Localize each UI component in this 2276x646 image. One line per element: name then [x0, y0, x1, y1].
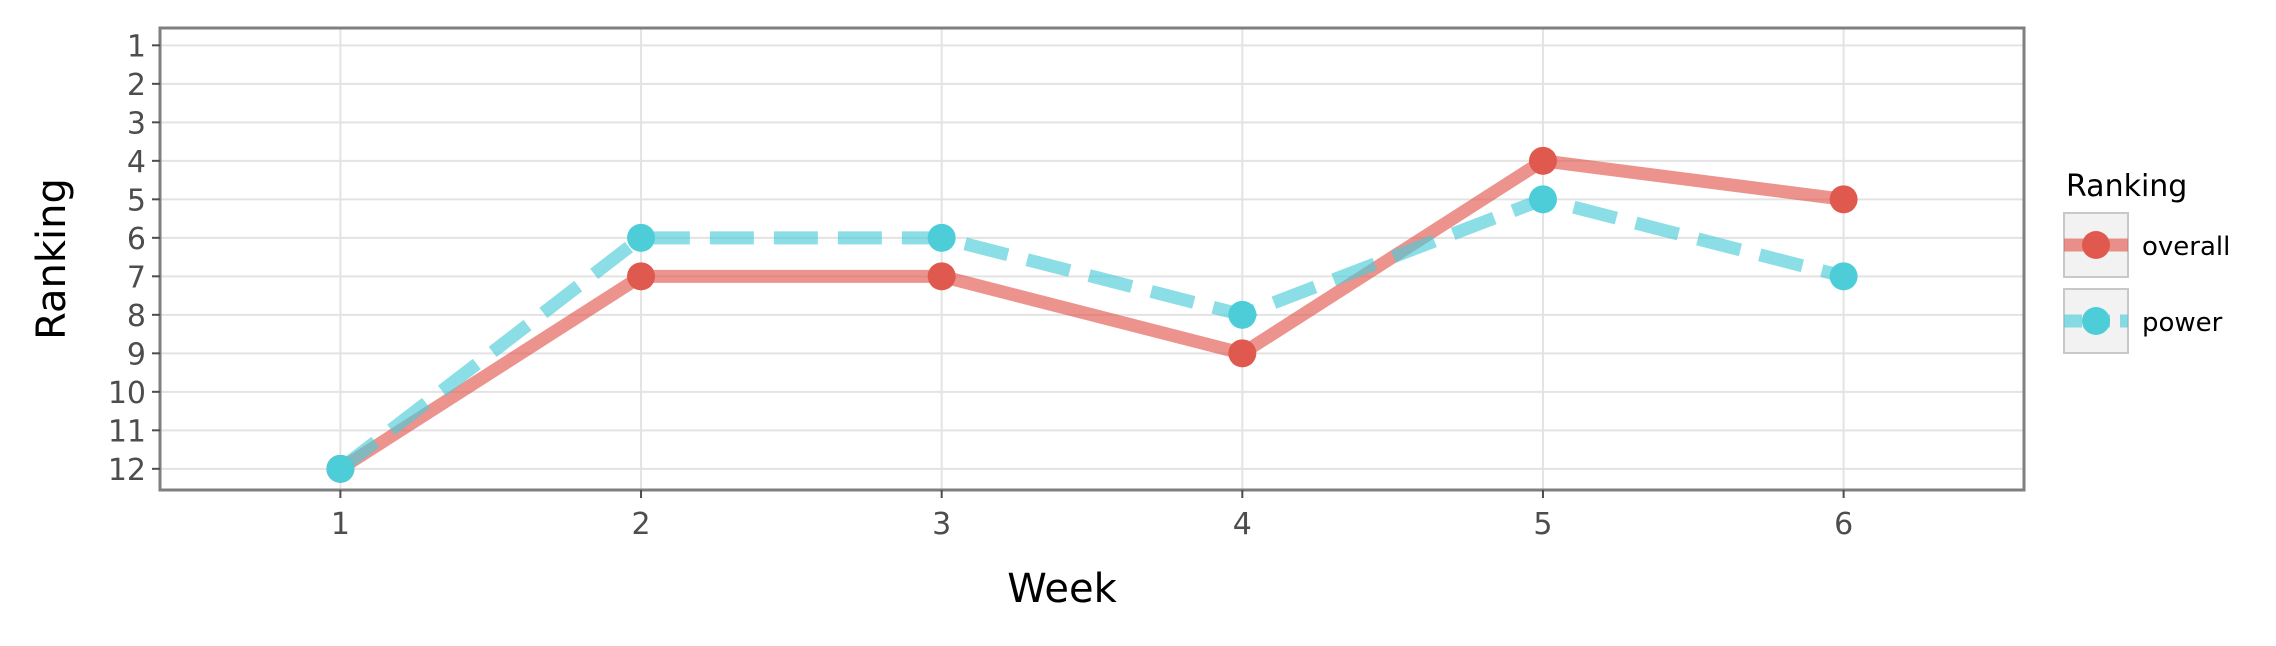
series-layer — [326, 146, 1858, 483]
legend: Ranking overall power — [2063, 169, 2230, 354]
y-tick-label: 1 — [127, 29, 146, 64]
data-point-overall — [1228, 339, 1257, 368]
y-tick-label: 3 — [127, 106, 146, 141]
legend-key-marker — [2082, 307, 2110, 335]
x-axis-title: Week — [1007, 566, 1117, 612]
legend-entries: overall power — [2063, 212, 2230, 354]
plot-panel-border — [158, 26, 2026, 492]
y-tick-label: 12 — [108, 453, 146, 488]
grid — [160, 28, 2024, 490]
series-line-overall — [336, 154, 1845, 475]
legend-title: Ranking — [2066, 169, 2187, 204]
x-tick-label: 1 — [331, 507, 350, 542]
legend-item-overall: overall — [2063, 212, 2230, 278]
x-axis-ticks: 1 2 3 4 5 6 — [331, 490, 1853, 542]
legend-item-power: power — [2063, 288, 2223, 354]
data-point-overall — [1829, 185, 1858, 214]
y-tick-label: 6 — [127, 222, 146, 257]
y-tick-label: 5 — [127, 183, 146, 218]
x-tick-label: 6 — [1834, 507, 1853, 542]
data-point-power — [1228, 300, 1257, 329]
y-tick-label: 7 — [127, 260, 146, 295]
x-tick-label: 2 — [631, 507, 650, 542]
x-tick-label: 4 — [1233, 507, 1252, 542]
x-tick-label: 5 — [1533, 507, 1552, 542]
series-line-power — [336, 192, 1846, 474]
data-point-overall — [1528, 146, 1557, 175]
data-point-power — [627, 223, 656, 252]
y-tick-label: 2 — [127, 68, 146, 103]
y-tick-label: 4 — [127, 145, 146, 180]
data-point-power — [1528, 185, 1557, 214]
y-axis-title: Ranking — [29, 178, 75, 340]
data-point-overall — [627, 262, 656, 291]
data-point-overall — [927, 262, 956, 291]
y-tick-label: 9 — [127, 337, 146, 372]
legend-label: overall — [2142, 232, 2230, 262]
legend-key-marker — [2082, 231, 2110, 259]
y-tick-label: 8 — [127, 299, 146, 334]
y-tick-label: 11 — [108, 414, 146, 449]
data-point-power — [326, 454, 355, 483]
data-point-power — [927, 223, 956, 252]
x-tick-label: 3 — [932, 507, 951, 542]
legend-label: power — [2142, 308, 2223, 338]
data-point-power — [1829, 262, 1858, 291]
y-tick-label: 10 — [108, 376, 146, 411]
